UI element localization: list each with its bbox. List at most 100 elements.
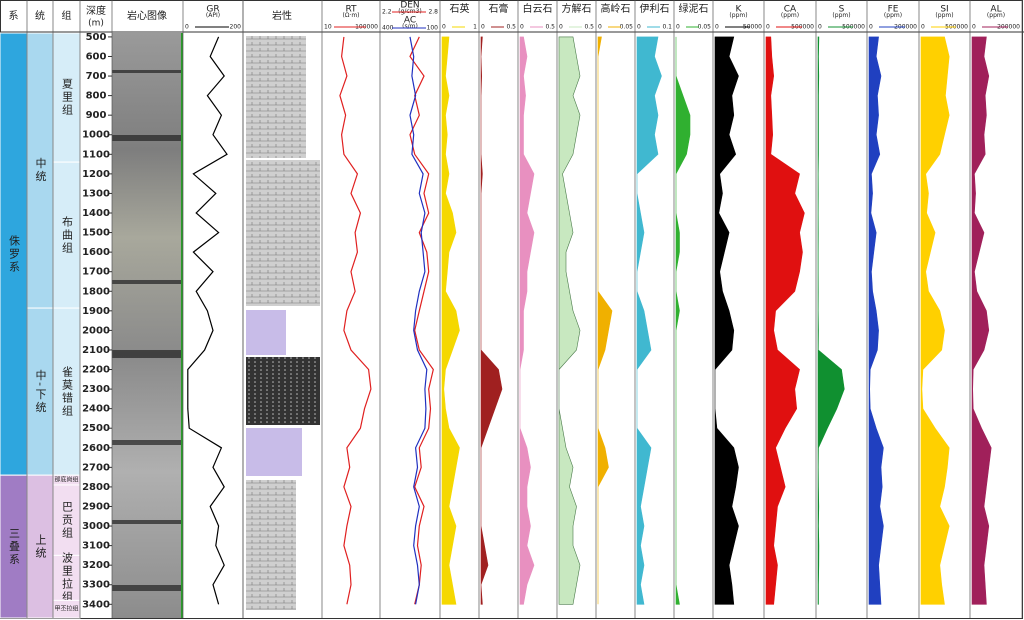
depth-label: 2700 [82, 462, 110, 473]
scale-max: 100000 [355, 24, 378, 31]
track-unit: (Ω·m) [342, 12, 359, 19]
track-unit: (ppm) [729, 12, 747, 19]
track-name: 绿泥石 [679, 2, 709, 15]
depth-label: 2100 [82, 345, 110, 356]
scale-max: 0.5 [584, 24, 594, 31]
depth-label: 3100 [82, 541, 110, 552]
stratum-label: 巴贡组 [61, 501, 74, 540]
scale-min: 0 [715, 24, 719, 31]
track-name: AC [404, 16, 416, 26]
scale-max: 100 [427, 25, 439, 32]
depth-label: 1000 [82, 130, 110, 141]
depth-label: 600 [86, 51, 107, 62]
depth-label: 3400 [82, 599, 110, 610]
scale-min: 0 [818, 24, 822, 31]
scale-min: 0 [481, 24, 485, 31]
track-name: AL [990, 5, 1001, 15]
log-area [558, 36, 581, 605]
log-area [714, 36, 739, 605]
track-name: FE [888, 5, 899, 15]
scale-max: 200 [230, 24, 242, 31]
track-unit: (ppm) [781, 12, 799, 19]
depth-label: 1100 [82, 149, 110, 160]
log-area [920, 36, 950, 605]
scale-max: 500000 [842, 24, 865, 31]
depth-label: 800 [86, 91, 107, 102]
stratum-label: 波里拉组 [61, 552, 74, 604]
log-area [675, 36, 691, 605]
core-edge [181, 33, 183, 618]
scale-min: 0 [676, 24, 680, 31]
column-header: (m) [88, 19, 104, 29]
stratum-label: 甲丕拉组 [54, 605, 78, 613]
column-header: 岩心图像 [127, 9, 167, 22]
track-name: GR [206, 5, 219, 15]
scale-max: 50000 [743, 24, 762, 31]
log-area [597, 36, 613, 605]
depth-label: 500 [86, 32, 107, 43]
scale-max: 0.5 [545, 24, 555, 31]
track-name: RT [345, 5, 357, 15]
depth-label: 1300 [82, 188, 110, 199]
core-image [112, 33, 183, 618]
scale-min: 0 [598, 24, 602, 31]
log-area [519, 36, 535, 605]
depth-label: 1700 [82, 267, 110, 278]
scale-min: 0 [559, 24, 563, 31]
column-header: 岩性 [272, 9, 292, 22]
stratum [26, 32, 54, 309]
track-unit: (s/m) [402, 23, 418, 30]
depth-label: 3000 [82, 521, 110, 532]
stratum-label: 夏里组 [61, 78, 74, 117]
scale-min: 0 [185, 24, 189, 31]
depth-label: 1900 [82, 306, 110, 317]
track-name: 高岭石 [601, 2, 631, 15]
track-name: 方解石 [562, 2, 592, 15]
depth-label: 3300 [82, 580, 110, 591]
scale-min: 10 [324, 24, 332, 31]
track-name: 石英 [450, 2, 470, 15]
stratum [26, 307, 54, 476]
log-curve [187, 36, 228, 605]
depth-label: 2200 [82, 365, 110, 376]
stratum-label: 上统 [34, 533, 47, 559]
track-name: S [839, 5, 845, 15]
scale-max: 1 [473, 24, 477, 31]
track-unit: (ppm) [884, 12, 902, 19]
log-area [817, 36, 845, 605]
log-curve [339, 36, 372, 605]
column-header: 系 [9, 10, 19, 22]
log-area [765, 36, 805, 605]
log-curve [409, 36, 434, 605]
depth-label: 2400 [82, 404, 110, 415]
stratum [26, 474, 54, 619]
track-name: 石膏 [489, 2, 509, 15]
stratum-label: 雀莫错组 [61, 365, 74, 417]
scale-min: 0 [520, 24, 524, 31]
log-area [480, 36, 503, 605]
depth-label: 900 [86, 110, 107, 121]
depth-label: 2500 [82, 423, 110, 434]
scale-min: 400 [382, 25, 394, 32]
log-area [868, 36, 884, 605]
depth-label: 1800 [82, 286, 110, 297]
track-name: DEN [400, 1, 419, 11]
scale-max: 0.05 [620, 24, 634, 31]
depth-label: 1500 [82, 228, 110, 239]
scale-min: 0 [921, 24, 925, 31]
depth-label: 3200 [82, 560, 110, 571]
depth-label: 2900 [82, 501, 110, 512]
scale-max: 500000 [945, 24, 968, 31]
scale-max: 200000 [894, 24, 917, 31]
log-area [441, 36, 460, 605]
track-unit: (ppm) [987, 12, 1005, 19]
core-bands [112, 70, 183, 591]
depth-label: 2000 [82, 325, 110, 336]
log-curve [409, 36, 428, 605]
scale-max: 0.05 [698, 24, 712, 31]
depth-label: 1600 [82, 247, 110, 258]
stratum [0, 474, 28, 619]
stratum [0, 32, 28, 476]
stratum-label: 布曲组 [61, 215, 74, 254]
